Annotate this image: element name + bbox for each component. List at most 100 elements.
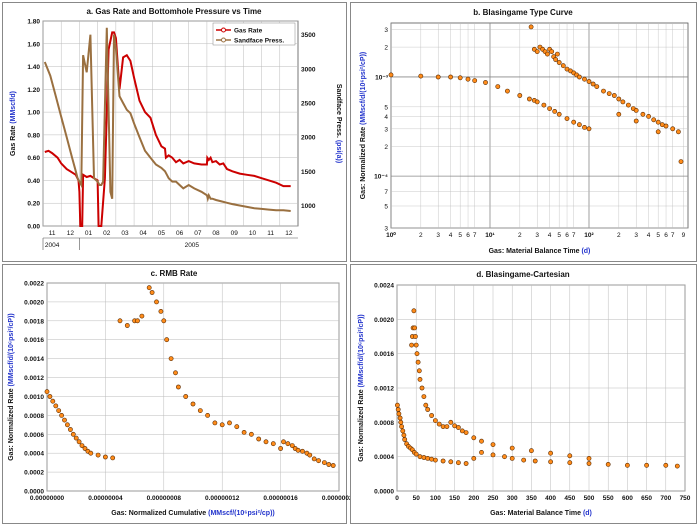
data-point-d — [417, 454, 423, 460]
data-point-c — [183, 394, 189, 399]
plot-area-c — [46, 282, 340, 492]
xlabel-c-text: Gas: Normalized Cumulative — [111, 510, 208, 517]
xtick-b: 6 — [664, 232, 668, 239]
xtick-b: 6 — [565, 232, 569, 239]
ylabel-b-text: Gas: Normalized Rate — [360, 125, 367, 199]
data-point-d — [402, 437, 408, 442]
xtick-d: 300 — [507, 495, 518, 502]
data-point-c — [139, 313, 145, 319]
xtick-b: 5 — [656, 232, 660, 239]
data-point-b — [651, 117, 657, 123]
year-label-a: 2004 — [45, 242, 60, 249]
month-tick-a: 07 — [194, 230, 202, 237]
data-point-c — [154, 299, 159, 305]
ytick-right-a: 3000 — [301, 66, 316, 73]
data-point-d — [425, 407, 431, 412]
month-tick-a: 11 — [49, 230, 56, 237]
ylabel-left-a: Gas Rate (MMscf/d) — [10, 91, 17, 156]
data-point-d — [416, 368, 422, 374]
xtick-b: 7 — [671, 232, 675, 239]
data-point-d — [532, 458, 538, 464]
data-point-b — [549, 49, 555, 54]
legend-label-a: Gas Rate — [234, 28, 263, 35]
data-point-b — [663, 123, 669, 129]
data-point-b — [465, 76, 471, 82]
data-point-d — [421, 394, 427, 399]
blasingame-type-curve-chart: b. Blasingame Type Curve 10⁰ 2 3 4 5 6 7 10¹ 2 3 4 5… — [350, 2, 697, 262]
xtick-b: 10² — [584, 232, 594, 239]
data-point-c — [68, 427, 73, 432]
xtick-c: 0.00000004 — [88, 495, 123, 502]
data-point-d — [395, 407, 401, 412]
xtick-b: 3 — [436, 232, 440, 239]
ytick-right-a: 3500 — [301, 32, 316, 39]
ytick-left-a: 0.40 — [27, 178, 40, 185]
data-point-d — [414, 351, 420, 357]
ytick-c: 0.0002 — [24, 470, 44, 477]
xlabel-d-unit: (d) — [583, 510, 592, 517]
data-point-b — [655, 119, 661, 125]
xtick-c: 0.00000000 — [30, 495, 65, 502]
data-point-b — [594, 84, 600, 89]
xlabel-b-unit: (d) — [581, 248, 590, 255]
data-point-d — [429, 413, 434, 418]
legend-a — [212, 22, 296, 46]
data-point-d — [463, 461, 469, 466]
xtick-c: 0.00000020 — [322, 495, 357, 502]
data-point-d — [401, 432, 407, 438]
ytick-c: 0.0004 — [24, 451, 44, 458]
ytick-b: 2 — [384, 45, 388, 52]
rmb-rate-svg: c. RMB Rate 0.0000 0.0002 0.0004 0.0006 0.000… — [8, 269, 357, 517]
data-point-b — [483, 80, 488, 85]
data-point-c — [103, 454, 108, 460]
xtick-b: 2 — [419, 232, 423, 239]
data-point-c — [158, 309, 164, 314]
data-point-b — [606, 91, 612, 96]
data-point-d — [448, 419, 454, 425]
xlabel-d-text: Gas: Material Balance Time — [490, 510, 583, 517]
xtick-d: 150 — [449, 495, 460, 502]
xtick-b: 3 — [634, 232, 638, 239]
legend-marker-a — [221, 37, 226, 43]
data-point-b — [554, 51, 560, 57]
data-point-c — [241, 429, 247, 435]
data-point-b — [586, 126, 592, 132]
ylabel-left-a-text: Gas Rate — [10, 124, 17, 156]
data-point-d — [567, 460, 573, 466]
data-point-b — [495, 84, 501, 89]
data-point-d — [471, 435, 477, 441]
data-point-c — [62, 417, 67, 423]
gas-rate-line — [44, 31, 291, 227]
data-point-c — [164, 337, 170, 343]
data-point-c — [70, 431, 76, 437]
ytick-c: 0.0020 — [24, 299, 44, 306]
data-point-b — [633, 118, 639, 124]
data-point-b — [582, 125, 587, 130]
ylabel-c: Gas: Normalized Rate (MMscf/d/(10⁶psi²/c… — [8, 313, 15, 461]
xtick-d: 400 — [545, 495, 556, 502]
plot-area-b — [390, 22, 689, 229]
month-tick-a: 09 — [231, 230, 239, 237]
data-point-c — [65, 422, 70, 428]
data-point-d — [413, 342, 419, 348]
xtick-b: 2 — [617, 232, 621, 239]
ytick-left-a: 0.00 — [27, 224, 40, 231]
data-point-d — [586, 461, 592, 466]
ytick-b: 3 — [384, 126, 388, 133]
data-point-c — [50, 398, 56, 404]
data-point-b — [586, 79, 592, 84]
data-point-c — [330, 463, 336, 468]
ytick-left-a: 0.80 — [27, 132, 40, 139]
month-tick-a: 03 — [121, 230, 129, 237]
data-point-c — [316, 458, 321, 464]
data-point-c — [82, 446, 88, 451]
data-point-c — [227, 420, 232, 426]
data-point-b — [534, 99, 540, 105]
legend-marker-a — [221, 27, 226, 33]
xtick-b: 6 — [466, 232, 470, 239]
data-point-c — [117, 318, 123, 324]
ytick-b: 3 — [384, 226, 388, 233]
data-point-b — [528, 24, 534, 30]
data-point-d — [502, 454, 507, 460]
